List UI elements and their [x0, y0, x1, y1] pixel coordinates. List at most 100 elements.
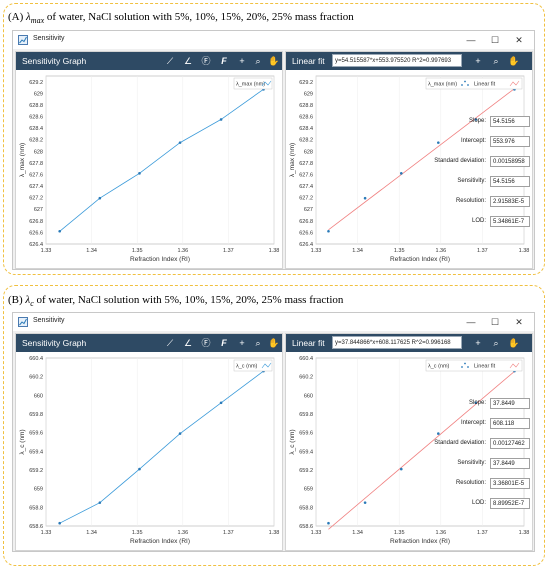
fit-line [328, 371, 515, 530]
sensitivity-window-b: Sensitivity — ☐ ✕ Sensitivity Graph ⟋ ∠ … [12, 312, 535, 552]
y-tick-label: 627 [304, 207, 313, 213]
zoom-icon[interactable]: ⌕ [493, 56, 499, 66]
sensitivity-window-a: Sensitivity — ☐ ✕ Sensitivity Graph ⟋ ∠ … [12, 30, 535, 270]
data-point[interactable] [437, 432, 440, 435]
data-point[interactable] [327, 229, 330, 233]
x-tick-label: 1.36 [435, 248, 446, 254]
y-tick-label: 628.4 [29, 126, 43, 132]
x-tick-label: 1.37 [223, 530, 234, 536]
y-tick-label: 629.2 [29, 80, 43, 86]
stat-row: Standard deviation: 0.00158958 [434, 156, 530, 168]
stat-row: Resolution: 2.91583E-5 [446, 196, 530, 208]
window-title: Sensitivity [33, 317, 65, 324]
series-line [59, 370, 264, 524]
close-button[interactable]: ✕ [515, 35, 523, 45]
function-f-icon[interactable]: Ⓕ [201, 56, 211, 66]
chart-line-icon[interactable]: ⟋ [166, 338, 174, 348]
data-point[interactable] [98, 501, 102, 504]
stat-value-field[interactable]: 37.8449 [490, 458, 530, 469]
maximize-button[interactable]: ☐ [490, 35, 500, 45]
y-tick-label: 660.2 [29, 375, 43, 381]
zoom-icon[interactable]: ⌕ [493, 338, 499, 348]
data-point[interactable] [178, 141, 182, 144]
chart-slope-icon[interactable]: ∠ [183, 338, 193, 348]
plot-area[interactable] [45, 75, 275, 245]
data-point[interactable] [363, 501, 367, 504]
data-point[interactable] [363, 196, 367, 200]
crosshair-icon[interactable]: + [239, 56, 245, 66]
data-point[interactable] [437, 141, 440, 144]
y-tick-label: 658.6 [29, 524, 43, 530]
plot-area[interactable] [315, 357, 525, 527]
x-tick-label: 1.38 [519, 248, 530, 254]
x-tick-label: 1.36 [177, 248, 188, 254]
legend-label: λ_c (nm) [428, 364, 450, 370]
x-tick-label: 1.37 [477, 530, 488, 536]
y-tick-label: 629.2 [299, 80, 313, 86]
x-axis-label: Refraction Index (RI) [130, 256, 190, 263]
y-tick-label: 626.8 [299, 219, 313, 225]
zoom-icon[interactable]: ⌕ [255, 56, 261, 66]
font-f-icon[interactable]: F [221, 56, 227, 66]
x-tick-label: 1.33 [41, 530, 52, 536]
stat-value-field[interactable]: 0.00127462 [490, 438, 530, 449]
minimize-button[interactable]: — [466, 35, 476, 45]
data-point[interactable] [58, 521, 61, 525]
legend-label: λ_max (nm) [236, 82, 265, 88]
data-point[interactable] [474, 118, 478, 121]
data-point[interactable] [219, 118, 223, 121]
stat-value-field[interactable]: 5.34861E-7 [490, 216, 530, 227]
legend-scatter-icon [467, 84, 469, 86]
crosshair-icon[interactable]: + [475, 338, 481, 348]
data-point[interactable] [399, 172, 403, 175]
stat-row: Slope: 54.5156 [446, 116, 530, 128]
maximize-button[interactable]: ☐ [490, 317, 500, 327]
data-point[interactable] [58, 229, 61, 233]
legend-label: Linear fit [474, 364, 496, 370]
linear-fit-panel: Linear fit y=54.515587*x+553.975520 R^2=… [285, 51, 533, 269]
crosshair-icon[interactable]: + [475, 56, 481, 66]
stat-row: Sensitivity: 54.5156 [446, 176, 530, 188]
zoom-icon[interactable]: ⌕ [255, 338, 261, 348]
pan-hand-icon[interactable]: ✋ [268, 338, 280, 348]
data-point[interactable] [98, 196, 102, 200]
chart-slope-icon[interactable]: ∠ [183, 56, 193, 66]
data-point[interactable] [138, 467, 141, 471]
caption-a: (A) λmax of water, NaCl solution with 5%… [8, 11, 354, 25]
y-tick-label: 628 [34, 149, 43, 155]
font-f-icon[interactable]: F [221, 338, 227, 348]
stat-value-field[interactable]: 8.89952E-7 [490, 498, 530, 509]
pan-hand-icon[interactable]: ✋ [508, 338, 520, 348]
data-point[interactable] [219, 401, 223, 405]
stat-value-field[interactable]: 3.36801E-5 [490, 478, 530, 489]
stat-row: Sensitivity: 37.8449 [446, 458, 530, 470]
stat-value-field[interactable]: 37.8449 [490, 398, 530, 409]
data-point[interactable] [178, 432, 182, 435]
data-point[interactable] [399, 467, 403, 471]
chart-line-icon[interactable]: ⟋ [166, 56, 174, 66]
stat-value-field[interactable]: 54.5156 [490, 116, 530, 127]
x-tick-label: 1.37 [223, 248, 234, 254]
y-tick-label: 627.4 [299, 184, 313, 190]
data-point[interactable] [474, 401, 478, 405]
stat-row: Standard deviation: 0.00127462 [434, 438, 530, 450]
graph-title: Linear fit [292, 338, 325, 348]
stat-value-field[interactable]: 553.976 [490, 136, 530, 147]
close-button[interactable]: ✕ [515, 317, 523, 327]
pan-hand-icon[interactable]: ✋ [268, 56, 280, 66]
pan-hand-icon[interactable]: ✋ [508, 56, 520, 66]
function-f-icon[interactable]: Ⓕ [201, 338, 211, 348]
data-point[interactable] [327, 521, 330, 525]
plot-area[interactable] [45, 357, 275, 527]
stat-label: Standard deviation: [434, 158, 486, 164]
y-tick-label: 627.8 [299, 161, 313, 167]
legend-label: λ_max (nm) [428, 82, 457, 88]
stat-value-field[interactable]: 2.91583E-5 [490, 196, 530, 207]
stat-value-field[interactable]: 0.00158958 [490, 156, 530, 167]
stat-value-field[interactable]: 54.5156 [490, 176, 530, 187]
crosshair-icon[interactable]: + [239, 338, 245, 348]
minimize-button[interactable]: — [466, 317, 476, 327]
data-point[interactable] [138, 172, 141, 175]
stat-value-field[interactable]: 608.118 [490, 418, 530, 429]
y-tick-label: 628.6 [299, 115, 313, 121]
